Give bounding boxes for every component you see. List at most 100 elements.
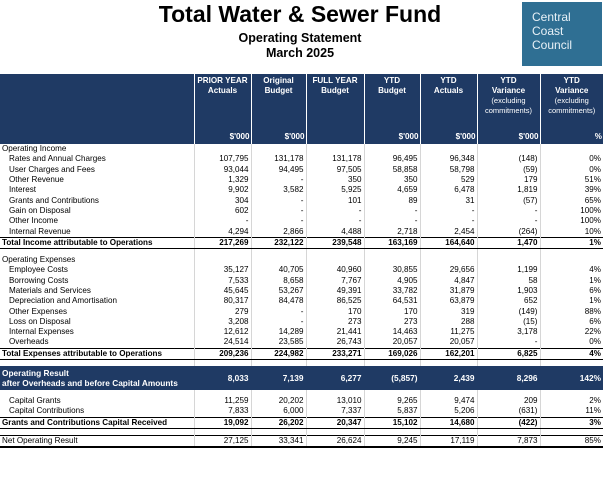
column-unit: % <box>539 132 603 144</box>
value-cell: 9,902 <box>193 185 251 196</box>
header-blank-cell <box>0 132 194 144</box>
column-header-line: Actuals <box>207 86 238 95</box>
value-cell: 49,391 <box>305 285 364 297</box>
value-cell <box>363 359 420 366</box>
value-cell: - <box>250 306 306 317</box>
value-cell: 96,348 <box>419 154 477 165</box>
value-cell: 4,488 <box>305 226 364 238</box>
row-label: Other Revenue <box>9 175 64 185</box>
value-cell: 6% <box>539 316 603 328</box>
council-logo: Central Coast Council <box>522 2 602 66</box>
table-row: Capital Contributions 7,833 6,000 7,337 5,83… <box>0 406 603 418</box>
value-cell: 273 <box>305 316 364 328</box>
value-cell: 35,127 <box>193 265 251 276</box>
value-cell: 350 <box>363 174 420 186</box>
value-cell: 6,277 <box>305 365 364 390</box>
value-cell: - <box>363 205 420 217</box>
value-cell: 217,269 <box>193 236 251 249</box>
value-cell: - <box>250 216 306 227</box>
row-label: Operating Income <box>2 144 67 154</box>
value-cell: 4% <box>539 347 603 360</box>
value-cell <box>419 359 477 366</box>
value-cell: 9,474 <box>419 395 477 407</box>
value-cell: 58,858 <box>363 164 420 175</box>
value-cell: 4% <box>539 265 603 276</box>
row-label: Rates and Annual Charges <box>9 154 106 164</box>
value-cell <box>305 248 364 255</box>
value-cell <box>193 254 251 266</box>
value-cell: 40,705 <box>250 265 306 276</box>
value-cell: 24,514 <box>193 337 251 349</box>
column-header-line: FULL YEAR <box>312 76 358 85</box>
row-label: Internal Revenue <box>9 226 71 236</box>
value-cell: - <box>419 216 477 227</box>
value-cell: 33,341 <box>250 434 306 449</box>
value-cell <box>363 144 420 155</box>
column-header-line: YTD <box>440 76 457 85</box>
table-row: Net Operating Result 27,125 33,341 26,624 9,… <box>0 434 603 449</box>
row-label: Operating Result after Overheads and befo… <box>0 365 194 390</box>
value-cell: (149) <box>476 306 540 317</box>
table-row: Interest 9,902 3,582 5,925 4,659 6,478 1,819 39… <box>0 185 603 196</box>
value-cell: 12,612 <box>193 327 251 338</box>
value-cell: 2,454 <box>419 226 477 238</box>
row-label: Internal Expenses <box>9 327 74 337</box>
table-row: Operating Result after Overheads and befo… <box>0 365 603 390</box>
table-row: Employee Costs 35,127 40,705 40,960 30,855 29… <box>0 265 603 276</box>
value-cell: 163,169 <box>363 236 420 249</box>
value-cell: 2,866 <box>250 226 306 238</box>
table-row: Capital Grants 11,259 20,202 13,010 9,265 9,4… <box>0 395 603 407</box>
value-cell <box>193 248 251 255</box>
value-cell: 279 <box>193 306 251 317</box>
value-cell <box>539 254 603 266</box>
value-cell: (57) <box>476 195 540 206</box>
value-cell <box>250 144 306 155</box>
value-cell <box>419 428 477 436</box>
value-cell: 602 <box>193 205 251 217</box>
value-cell: - <box>193 216 251 227</box>
value-cell: - <box>250 195 306 206</box>
value-cell: 1,903 <box>476 285 540 297</box>
value-cell <box>419 389 477 396</box>
spacer-row <box>0 389 603 396</box>
column-header: YTD Actuals <box>419 74 477 132</box>
value-cell: 14,680 <box>419 416 477 429</box>
value-cell: 304 <box>193 195 251 206</box>
value-cell <box>363 428 420 436</box>
table-row: Gain on Disposal 602- - - - -100% <box>0 205 603 217</box>
logo-line: Central <box>532 10 571 24</box>
value-cell: 170 <box>363 306 420 317</box>
value-cell <box>193 359 251 366</box>
table-row: Loss on Disposal 3,208-273 273 288 (15) 6% <box>0 316 603 328</box>
value-cell: 1,199 <box>476 265 540 276</box>
section-header-row: Operating Expenses <box>0 254 603 266</box>
spacer-row <box>0 248 603 255</box>
column-header: FULL YEAR Budget <box>305 74 364 132</box>
value-cell: 179 <box>476 174 540 186</box>
value-cell <box>250 389 306 396</box>
value-cell: 0% <box>539 337 603 349</box>
value-cell: 8,658 <box>250 275 306 286</box>
value-cell: 53,267 <box>250 285 306 297</box>
value-cell <box>250 359 306 366</box>
column-unit: $'000 <box>193 132 251 144</box>
column-unit: $'000 <box>476 132 540 144</box>
table-row: Other Revenue 1,329-350 350 529 179 51% <box>0 174 603 186</box>
row-label-line: after Overheads and before Capital Amoun… <box>2 377 178 388</box>
value-cell: 164,640 <box>419 236 477 249</box>
table-row: Total Income attributable to Operations 2… <box>0 236 603 249</box>
logo-line: Coast <box>532 24 564 38</box>
value-cell: 6,000 <box>250 406 306 418</box>
value-cell <box>476 254 540 266</box>
logo-line: Council <box>532 38 573 52</box>
value-cell: 19,092 <box>193 416 251 429</box>
value-cell: 1,329 <box>193 174 251 186</box>
value-cell: 64,531 <box>363 296 420 307</box>
value-cell <box>250 428 306 436</box>
value-cell: 100% <box>539 205 603 217</box>
value-cell: 2,439 <box>419 365 477 390</box>
value-cell <box>539 389 603 396</box>
value-cell: - <box>476 216 540 227</box>
value-cell: 107,795 <box>193 154 251 165</box>
value-cell <box>539 144 603 155</box>
